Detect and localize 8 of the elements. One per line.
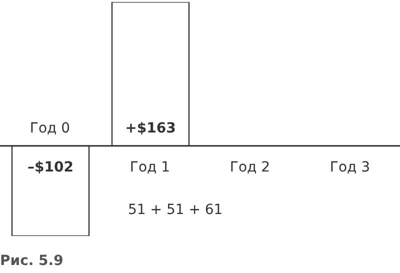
data-label: +$163 (125, 120, 176, 137)
x-tick-label: Год 1 (130, 160, 170, 176)
x-tick-label: Год 0 (30, 120, 70, 137)
x-tick-label: Год 2 (230, 160, 270, 176)
text: Рис. 5.9 (0, 253, 64, 269)
annotation: 51 + 51 + 61 (128, 202, 223, 218)
x-tick-label: Год 3 (330, 160, 370, 176)
data-label: –$102 (28, 160, 74, 176)
